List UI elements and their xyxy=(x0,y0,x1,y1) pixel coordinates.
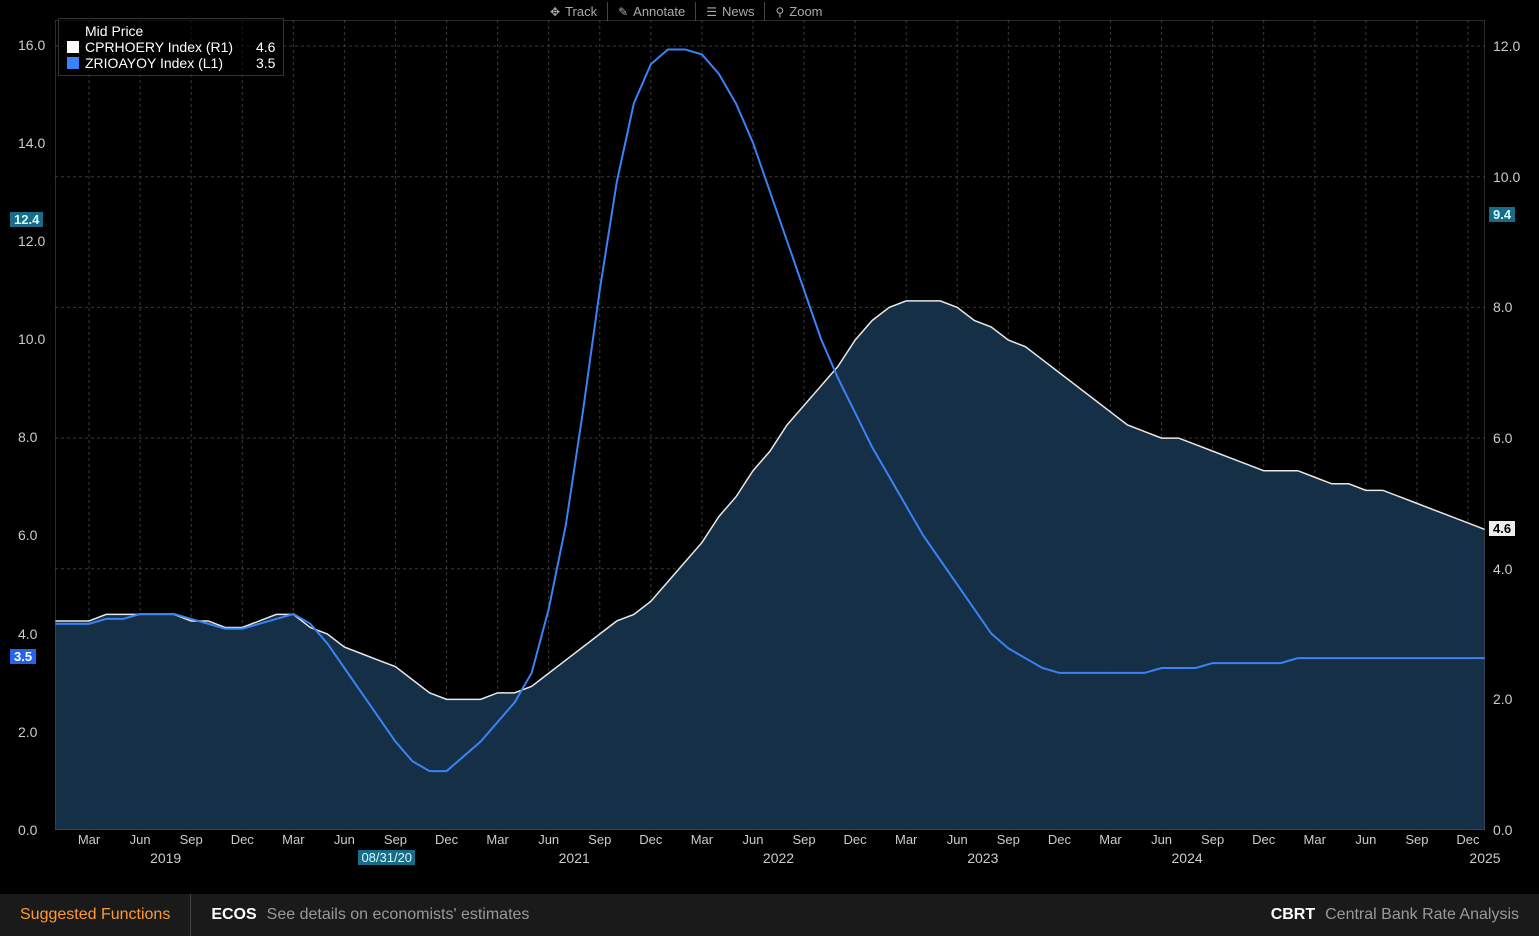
x-axis-labels: Mar Jun Sep Dec Mar Jun Sep Dec Mar Jun Sep Dec Mar J… xyxy=(55,832,1485,882)
x-month-tick: Dec xyxy=(639,832,662,847)
y-right-tick: 12.0 xyxy=(1493,38,1520,54)
x-month-tick: Mar xyxy=(691,832,713,847)
legend-title: Mid Price xyxy=(67,23,275,39)
y-left-tick: 8.0 xyxy=(18,429,37,445)
footer-code: CBRT xyxy=(1271,906,1315,924)
x-month-tick: Sep xyxy=(792,832,815,847)
footer-desc: See details on economists' estimates xyxy=(267,906,530,924)
legend-row[interactable]: ZRIOAYOY Index (L1) 3.5 xyxy=(67,55,275,71)
y-right-tick: 6.0 xyxy=(1493,430,1512,446)
x-month-tick: Mar xyxy=(895,832,917,847)
y-right-marker: 4.6 xyxy=(1489,521,1515,536)
y-right-tick: 10.0 xyxy=(1493,169,1520,185)
legend-series-value: 4.6 xyxy=(256,39,275,55)
legend-series-value: 3.5 xyxy=(256,55,275,71)
y-right-tick: 2.0 xyxy=(1493,691,1512,707)
zoom-icon: ⚲ xyxy=(775,5,784,19)
x-month-tick: Jun xyxy=(130,832,151,847)
legend-row[interactable]: CPRHOERY Index (R1) 4.6 xyxy=(67,39,275,55)
toolbar-zoom[interactable]: ⚲Zoom xyxy=(765,2,832,21)
x-month-tick: Jun xyxy=(538,832,559,847)
chart-legend: Mid Price CPRHOERY Index (R1) 4.6 ZRIOAY… xyxy=(58,18,284,76)
news-icon: ☰ xyxy=(706,5,717,19)
chart-svg xyxy=(55,20,1485,830)
x-month-tick: Mar xyxy=(486,832,508,847)
legend-series-name: ZRIOAYOY Index (L1) xyxy=(85,55,250,71)
x-month-tick: Jun xyxy=(1151,832,1172,847)
x-year-tick: 2021 xyxy=(559,850,590,866)
y-right-tick: 0.0 xyxy=(1493,822,1512,838)
x-month-tick: Sep xyxy=(1201,832,1224,847)
legend-series-name: CPRHOERY Index (R1) xyxy=(85,39,250,55)
x-month-tick: Jun xyxy=(742,832,763,847)
x-year-tick: 2022 xyxy=(763,850,794,866)
track-icon: ✥ xyxy=(550,5,560,19)
y-right-tick: 8.0 xyxy=(1493,299,1512,315)
legend-swatch xyxy=(67,41,79,53)
x-month-tick: Jun xyxy=(334,832,355,847)
y-left-tick: 12.0 xyxy=(18,233,45,249)
x-month-tick: Dec xyxy=(435,832,458,847)
footer-desc: Central Bank Rate Analysis xyxy=(1325,906,1519,924)
x-date-highlight: 08/31/20 xyxy=(358,850,415,865)
toolbar-news[interactable]: ☰News xyxy=(696,2,765,21)
x-month-tick: Sep xyxy=(384,832,407,847)
y-left-tick: 4.0 xyxy=(18,626,37,642)
footer-bar: Suggested Functions ECOS See details on … xyxy=(0,894,1539,936)
x-month-tick: Mar xyxy=(78,832,100,847)
x-month-tick: Sep xyxy=(1405,832,1428,847)
x-month-tick: Sep xyxy=(588,832,611,847)
chart-plot-area[interactable] xyxy=(55,20,1485,830)
y-left-tick: 14.0 xyxy=(18,135,45,151)
x-year-tick: 2025 xyxy=(1469,850,1500,866)
legend-swatch xyxy=(67,57,79,69)
footer-function-ecos[interactable]: ECOS See details on economists' estimate… xyxy=(191,894,549,936)
toolbar-track[interactable]: ✥Track xyxy=(540,2,608,21)
x-year-tick: 2024 xyxy=(1172,850,1203,866)
y-right-marker: 9.4 xyxy=(1489,207,1515,222)
x-month-tick: Dec xyxy=(231,832,254,847)
y-left-tick: 0.0 xyxy=(18,822,37,838)
x-month-tick: Dec xyxy=(1456,832,1479,847)
chart-toolbar: ✥Track✎Annotate☰News⚲Zoom xyxy=(540,2,833,21)
y-left-marker: 3.5 xyxy=(10,649,36,664)
x-month-tick: Jun xyxy=(1355,832,1376,847)
x-month-tick: Dec xyxy=(1048,832,1071,847)
y-left-tick: 16.0 xyxy=(18,37,45,53)
x-month-tick: Mar xyxy=(1099,832,1121,847)
x-month-tick: Dec xyxy=(1252,832,1275,847)
x-year-tick: 2019 xyxy=(150,850,181,866)
x-month-tick: Sep xyxy=(997,832,1020,847)
x-month-tick: Mar xyxy=(282,832,304,847)
x-month-tick: Mar xyxy=(1304,832,1326,847)
toolbar-annotate[interactable]: ✎Annotate xyxy=(608,2,696,21)
x-year-tick: 2023 xyxy=(967,850,998,866)
y-left-marker: 12.4 xyxy=(10,212,43,227)
footer-function-cbrt[interactable]: CBRT Central Bank Rate Analysis xyxy=(1251,894,1539,936)
x-month-tick: Sep xyxy=(180,832,203,847)
y-left-tick: 2.0 xyxy=(18,724,37,740)
y-right-tick: 4.0 xyxy=(1493,561,1512,577)
footer-code: ECOS xyxy=(211,906,256,924)
x-month-tick: Dec xyxy=(844,832,867,847)
suggested-functions-label[interactable]: Suggested Functions xyxy=(0,894,191,936)
y-left-tick: 6.0 xyxy=(18,527,37,543)
annotate-icon: ✎ xyxy=(618,5,628,19)
y-left-tick: 10.0 xyxy=(18,331,45,347)
x-month-tick: Jun xyxy=(947,832,968,847)
